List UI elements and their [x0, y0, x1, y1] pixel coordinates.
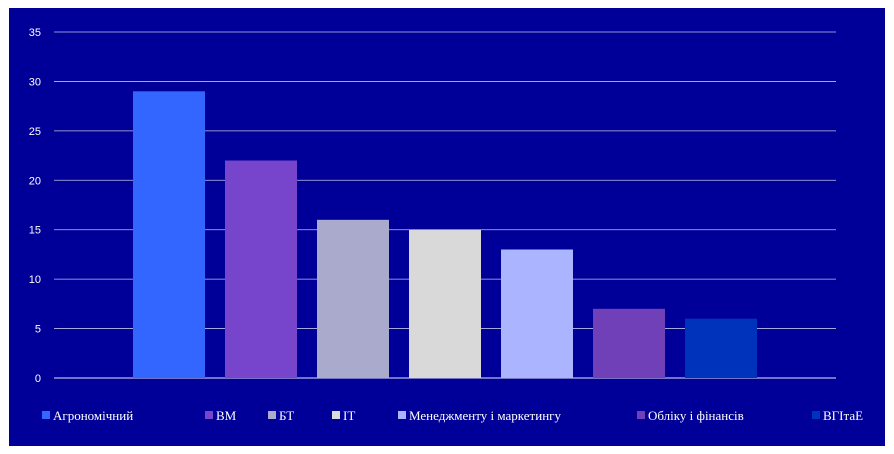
- legend-item: ВГІтаЕ: [812, 408, 863, 423]
- legend-item: ІТ: [332, 408, 355, 423]
- legend-label: ВГІтаЕ: [823, 408, 863, 423]
- chart-frame: 0 5 10 15 20 25 30 35 Агрономічний ВМ БТ ІТ Менеджм…: [9, 8, 885, 446]
- legend-label: Менеджменту і маркетингу: [409, 408, 561, 423]
- legend-item: ВМ: [205, 408, 237, 423]
- y-tick-label: 35: [29, 27, 41, 39]
- y-tick-label: 25: [29, 126, 41, 138]
- y-tick-label: 0: [35, 373, 41, 385]
- y-axis-ticks: 0 5 10 15 20 25 30 35: [29, 27, 41, 385]
- bar: [685, 318, 757, 378]
- legend-swatch: [42, 411, 50, 419]
- legend-swatch: [812, 411, 820, 419]
- legend-label: ВМ: [216, 408, 237, 423]
- legend-label: БТ: [279, 408, 294, 423]
- legend-swatch: [332, 411, 340, 419]
- y-tick-label: 10: [29, 274, 41, 286]
- bar: [133, 91, 205, 379]
- bar: [317, 219, 389, 378]
- bar: [225, 160, 297, 378]
- y-tick-label: 5: [35, 324, 41, 336]
- legend-item: Менеджменту і маркетингу: [398, 408, 561, 423]
- bars: [133, 91, 757, 379]
- y-tick-label: 30: [29, 76, 41, 88]
- y-tick-label: 15: [29, 225, 41, 237]
- legend: Агрономічний ВМ БТ ІТ Менеджменту і маркетин…: [42, 408, 863, 423]
- bar: [593, 308, 665, 378]
- legend-item: БТ: [268, 408, 294, 423]
- legend-label: ІТ: [343, 408, 355, 423]
- bar-chart: 0 5 10 15 20 25 30 35 Агрономічний ВМ БТ ІТ Менеджм…: [29, 27, 863, 423]
- bar: [409, 229, 481, 378]
- legend-swatch: [268, 411, 276, 419]
- legend-swatch: [637, 411, 645, 419]
- legend-swatch: [398, 411, 406, 419]
- legend-swatch: [205, 411, 213, 419]
- y-tick-label: 20: [29, 175, 41, 187]
- legend-item: Агрономічний: [42, 408, 133, 423]
- legend-label: Обліку і фінансів: [648, 408, 744, 423]
- legend-label: Агрономічний: [53, 408, 133, 423]
- legend-item: Обліку і фінансів: [637, 408, 744, 423]
- bar: [501, 249, 573, 378]
